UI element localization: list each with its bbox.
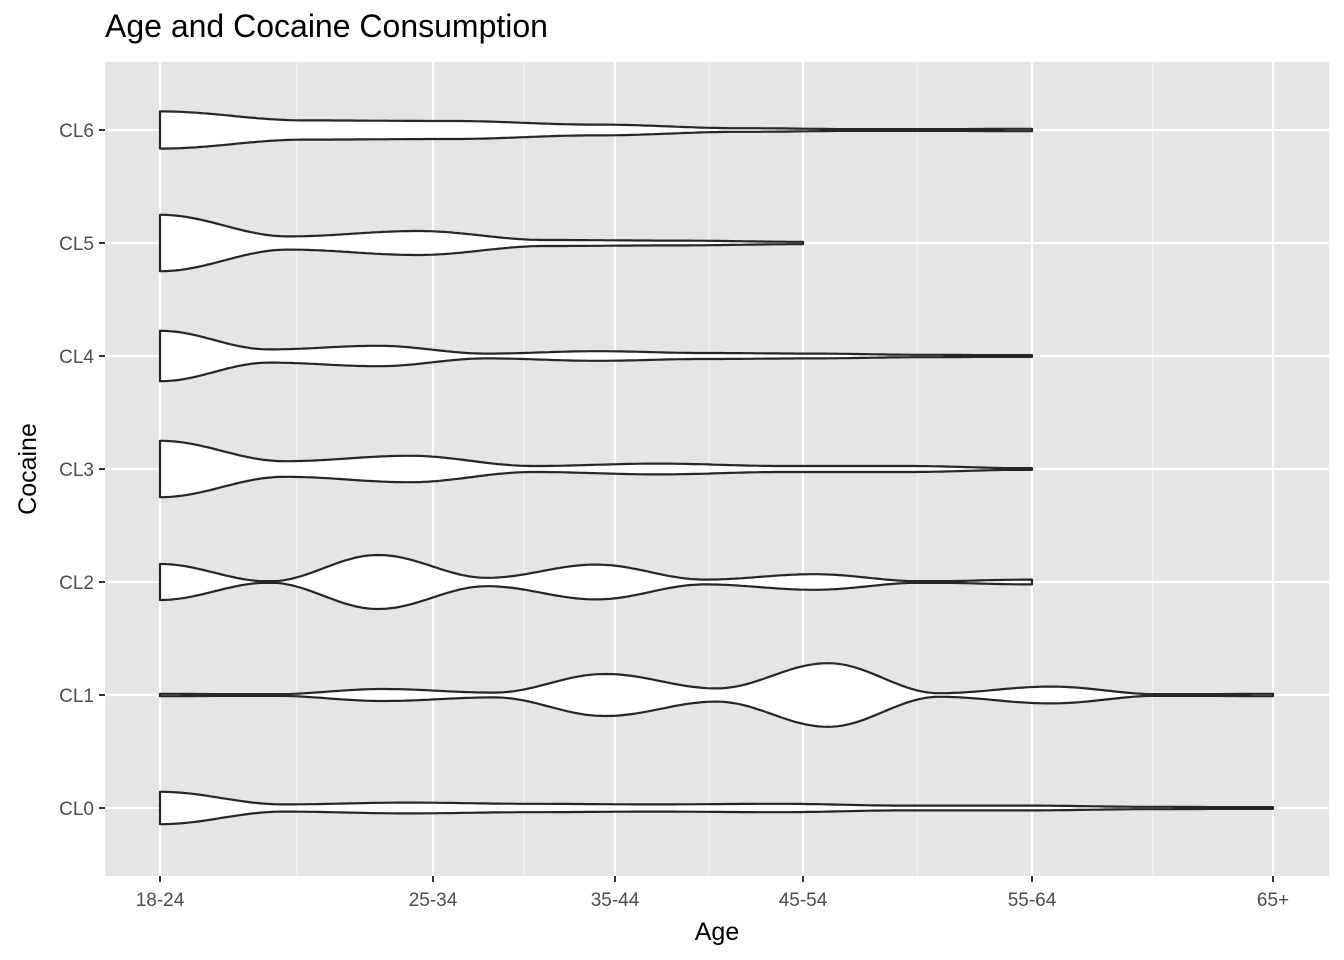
x-axis-title: Age	[695, 918, 739, 946]
violin-cl6	[158, 110, 1034, 150]
chart-title: Age and Cocaine Consumption	[105, 8, 548, 44]
violin-cl3	[158, 439, 1034, 499]
x-tick-label: 18-24	[136, 890, 185, 911]
violins	[158, 110, 1275, 826]
violin-cl0	[158, 790, 1275, 826]
y-axis-title: Cocaine	[14, 423, 42, 515]
y-tick-label: CL0	[59, 799, 94, 820]
x-tick-label: 55-64	[1008, 890, 1057, 911]
violin-cl1	[158, 662, 1275, 728]
y-axis: CL0 CL1 CL2 CL3 CL4 CL5 CL6	[59, 121, 105, 820]
y-tick-label: CL2	[59, 573, 94, 594]
violin-cl2	[158, 553, 1034, 611]
x-tick-label: 45-54	[779, 890, 828, 911]
y-tick-label: CL5	[59, 234, 94, 255]
x-axis: 18-24 25-34 35-44 45-54 55-64 65+	[136, 876, 1289, 911]
y-tick-label: CL6	[59, 121, 94, 142]
violin-cl4	[158, 329, 1034, 383]
violin-cl5	[158, 213, 805, 273]
y-tick-label: CL1	[59, 686, 94, 707]
x-tick-label: 25-34	[409, 890, 458, 911]
x-tick-label: 65+	[1257, 890, 1289, 911]
y-tick-label: CL4	[59, 347, 94, 368]
y-tick-label: CL3	[59, 460, 94, 481]
x-tick-label: 35-44	[591, 890, 640, 911]
